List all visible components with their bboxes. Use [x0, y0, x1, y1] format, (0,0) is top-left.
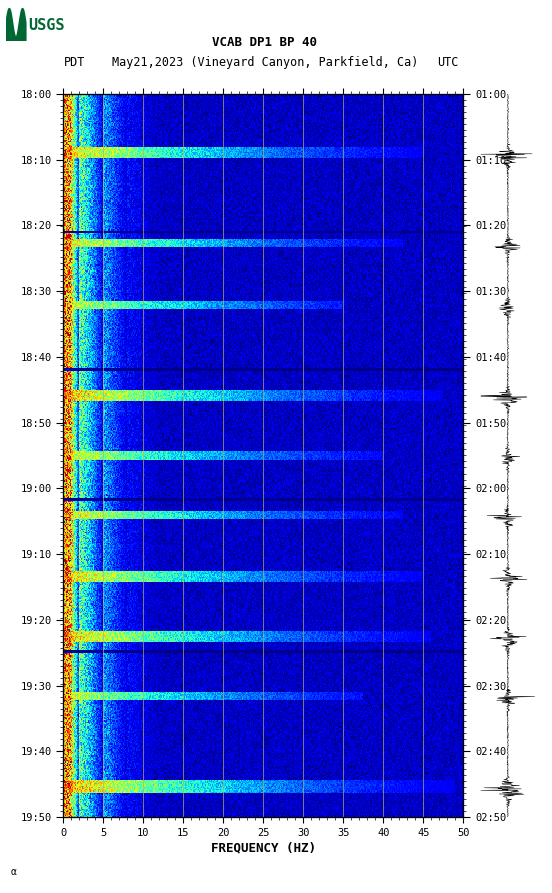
Text: PDT: PDT — [63, 56, 85, 69]
Text: USGS: USGS — [29, 19, 65, 33]
X-axis label: FREQUENCY (HZ): FREQUENCY (HZ) — [211, 842, 316, 855]
Text: α: α — [11, 867, 17, 877]
Text: VCAB DP1 BP 40: VCAB DP1 BP 40 — [213, 37, 317, 49]
Text: UTC: UTC — [437, 56, 458, 69]
Text: May21,2023 (Vineyard Canyon, Parkfield, Ca): May21,2023 (Vineyard Canyon, Parkfield, … — [112, 56, 418, 69]
